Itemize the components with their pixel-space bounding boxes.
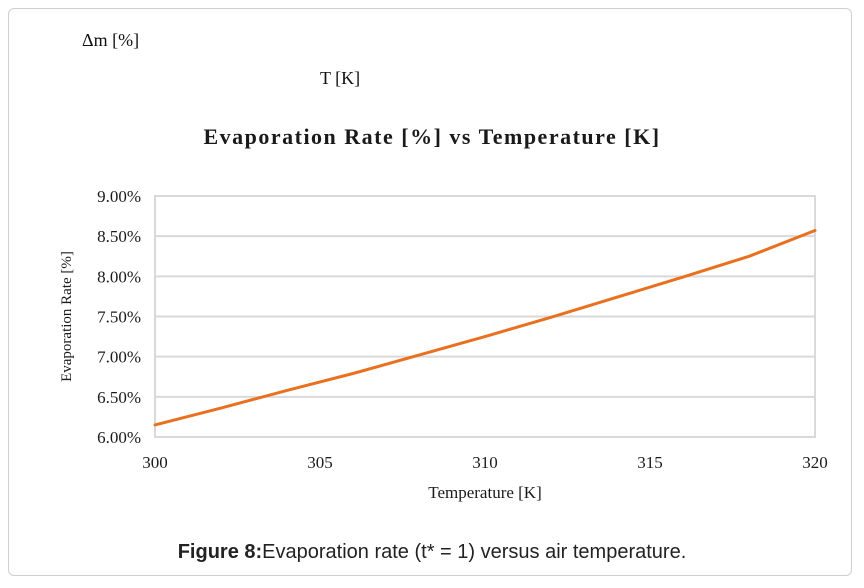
stray-delta-m-label: Δm [%] [82, 30, 140, 50]
x-tick-label: 315 [637, 453, 663, 472]
chart-title: Evaporation Rate [%] vs Temperature [K] [203, 124, 661, 149]
y-axis-label: Evaporation Rate [%] [59, 251, 75, 382]
x-tick-label: 300 [142, 453, 168, 472]
y-tick-label: 8.00% [97, 267, 141, 286]
y-tick-label: 6.00% [97, 428, 141, 447]
y-tick-labels: 6.00% 6.50% 7.00% 7.50% 8.00% 8.50% 9.00% [97, 187, 141, 447]
x-tick-label: 310 [472, 453, 498, 472]
y-tick-label: 7.50% [97, 308, 141, 327]
plot-border [154, 195, 816, 438]
series-layer [153, 229, 817, 427]
x-tick-labels: 300 305 310 315 320 [142, 453, 828, 472]
y-tick-label: 8.50% [97, 227, 141, 246]
y-tick-label: 7.00% [97, 348, 141, 367]
x-tick-label: 320 [802, 453, 828, 472]
stray-temperature-label: T [K] [320, 68, 361, 88]
x-axis-label: Temperature [K] [428, 483, 542, 502]
figure-caption: Figure 8:Evaporation rate (t* = 1) versu… [0, 541, 864, 564]
grid-layer [155, 195, 815, 438]
y-tick-label: 6.50% [97, 388, 141, 407]
series-line [153, 229, 817, 427]
y-tick-label: 9.00% [97, 187, 141, 206]
x-tick-label: 305 [307, 453, 333, 472]
figure-caption-label: Figure 8: [177, 541, 263, 563]
figure-frame [8, 8, 852, 576]
figure-caption-text: Evaporation rate (t* = 1) versus air tem… [262, 541, 687, 563]
